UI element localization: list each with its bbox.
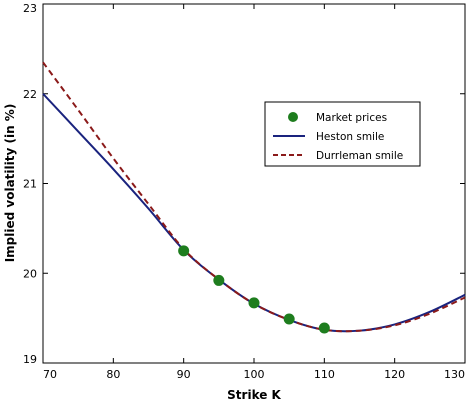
y-tick-label: 21	[23, 178, 37, 191]
x-tick-label: 130	[444, 368, 465, 381]
y-tick-label: 22	[23, 88, 37, 101]
x-tick-label: 70	[43, 368, 57, 381]
legend-label-market-prices: Market prices	[316, 112, 387, 124]
market-price-point	[248, 297, 260, 309]
legend: Market prices Heston smile Durrleman smi…	[264, 101, 421, 167]
series-group	[42, 61, 466, 334]
y-tick-label: 19	[23, 353, 37, 366]
market-price-point	[283, 313, 295, 325]
x-axis-title: Strike K	[227, 388, 281, 402]
y-axis-title: Implied volatility (in %)	[3, 104, 17, 263]
y-tick-label: 20	[23, 267, 37, 280]
market-price-point	[213, 274, 225, 286]
x-tick-label: 100	[244, 368, 265, 381]
x-tick-label: 110	[314, 368, 335, 381]
x-tick-label: 80	[106, 368, 120, 381]
legend-label-heston: Heston smile	[316, 131, 384, 143]
y-tick-label: 23	[23, 2, 37, 15]
legend-label-durrleman: Durrleman smile	[316, 150, 403, 162]
tick-group: 70 80 90 100 110 120 130 19 20 21 22 23	[23, 2, 466, 381]
market-price-point	[318, 322, 330, 334]
legend-marker-market-prices	[288, 112, 298, 122]
x-tick-label: 90	[177, 368, 191, 381]
x-tick-label: 120	[384, 368, 405, 381]
plot-frame	[42, 3, 466, 364]
market-price-point	[178, 245, 190, 257]
